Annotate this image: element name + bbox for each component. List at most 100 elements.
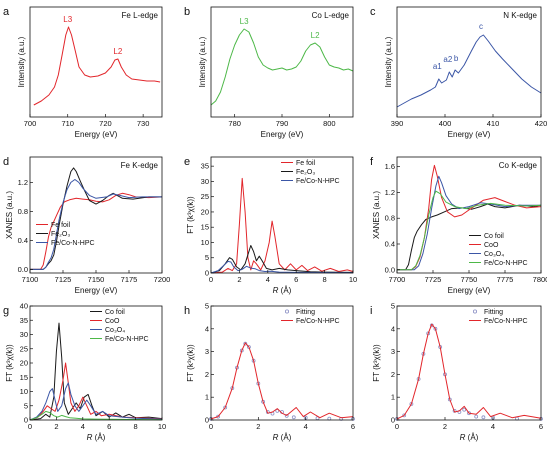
y-tick-label-i-5: 5 bbox=[391, 302, 395, 311]
x-tick-label-i-2: 4 bbox=[491, 422, 495, 431]
y-tick-label-g-3: 15 bbox=[20, 373, 28, 382]
y-tick-label-e-4: 20 bbox=[201, 207, 209, 216]
panel-letter-a: a bbox=[3, 6, 10, 18]
legend-entry-f-2: Co₃O₄ bbox=[484, 251, 504, 258]
legend-entry-e-2: Fe/Co-N-HPC bbox=[296, 178, 340, 185]
legend-entry-f-0: Co foil bbox=[484, 233, 504, 240]
y-tick-label-g-1: 5 bbox=[24, 401, 28, 410]
y-tick-label-e-3: 15 bbox=[201, 223, 209, 232]
series-i-0 bbox=[395, 323, 543, 421]
y-tick-label-g-6: 30 bbox=[20, 330, 28, 339]
series-line-e-0 bbox=[210, 177, 354, 274]
x-tick-label-e-1: 2 bbox=[237, 275, 241, 284]
x-tick-label-c-1: 400 bbox=[439, 119, 452, 128]
series-line-e-1 bbox=[210, 245, 354, 274]
series-line-d-2 bbox=[30, 179, 162, 270]
x-tick-label-e-0: 0 bbox=[209, 275, 213, 284]
x-tick-label-g-4: 8 bbox=[134, 422, 138, 431]
series-line-g-2 bbox=[29, 382, 163, 421]
y-tick-label-i-3: 3 bbox=[391, 347, 395, 356]
legend-e: Fe foil Fe₂O₃ Fe/Co-N-HPC bbox=[281, 160, 340, 185]
y-tick-label-h-2: 2 bbox=[205, 370, 209, 379]
y-tick-label-e-1: 5 bbox=[205, 253, 209, 262]
y-axis-label-c: Intensity (a.u.) bbox=[384, 36, 393, 87]
x-tick-label-h-3: 6 bbox=[351, 422, 355, 431]
y-tick-label-i-1: 1 bbox=[391, 393, 395, 402]
series-line-i-1 bbox=[396, 323, 542, 420]
legend-d: Fe foil Fe₂O₃ Fe/Co-N-HPC bbox=[36, 222, 95, 247]
x-tick-label-i-3: 6 bbox=[539, 422, 543, 431]
legend-swatch-i-0 bbox=[472, 309, 477, 314]
legend-entry-d-2: Fe/Co-N-HPC bbox=[51, 240, 95, 247]
x-tick-label-h-2: 4 bbox=[304, 422, 308, 431]
panel-letter-g: g bbox=[3, 305, 9, 317]
y-tick-label-h-4: 4 bbox=[205, 324, 209, 333]
x-tick-label-f-1: 7725 bbox=[425, 275, 442, 284]
x-tick-label-e-2: 4 bbox=[266, 275, 270, 284]
panel-h: 0 2 4 6 0 1 2 3 4 5 R (Å) FT (k³χ(k)) h Fitting Fe/Co-… bbox=[184, 302, 355, 443]
legend-i: Fitting Fe/Co-N-HPC bbox=[469, 309, 528, 325]
panel-title-c: N K-edge bbox=[503, 11, 537, 20]
annotation-a-0: L3 bbox=[63, 15, 72, 24]
x-tick-label-i-0: 0 bbox=[395, 422, 399, 431]
x-tick-label-d-2: 7150 bbox=[88, 275, 105, 284]
x-tick-label-d-1: 7125 bbox=[55, 275, 72, 284]
axes-frame-d bbox=[29, 156, 163, 274]
y-tick-label-g-4: 20 bbox=[20, 359, 28, 368]
series-h-0 bbox=[209, 341, 355, 421]
x-tick-label-g-0: 0 bbox=[28, 422, 32, 431]
legend-entry-g-0: Co foil bbox=[105, 309, 125, 316]
series-line-h-1 bbox=[210, 342, 354, 420]
y-tick-label-d-1: 0.4 bbox=[18, 236, 28, 245]
x-tick-label-f-3: 7775 bbox=[497, 275, 514, 284]
y-tick-label-f-0: 0.0 bbox=[385, 265, 395, 274]
x-tick-label-a-0: 700 bbox=[24, 119, 37, 128]
y-tick-label-g-7: 35 bbox=[20, 316, 28, 325]
series-line-f-2 bbox=[397, 175, 541, 271]
axes-frame-f bbox=[396, 156, 542, 274]
y-tick-label-g-2: 10 bbox=[20, 387, 28, 396]
series-line-e-2 bbox=[210, 260, 354, 274]
x-tick-label-d-3: 7175 bbox=[121, 275, 138, 284]
point-h-0-2 bbox=[223, 405, 228, 410]
point-h-0-15 bbox=[284, 413, 289, 418]
x-tick-label-g-3: 6 bbox=[107, 422, 111, 431]
x-tick-label-g-2: 4 bbox=[81, 422, 85, 431]
panel-d: 7100 7125 7150 7175 7200 0.0 0.4 0.8 1.2 Energy (… bbox=[3, 156, 170, 295]
y-axis-label-d: XANES (a.u.) bbox=[5, 191, 14, 239]
panel-letter-i: i bbox=[370, 305, 372, 317]
point-h-0-16 bbox=[291, 415, 296, 420]
y-tick-label-e-2: 10 bbox=[201, 238, 209, 247]
x-tick-label-a-3: 730 bbox=[137, 119, 150, 128]
y-axis-label-b: Intensity (a.u.) bbox=[198, 36, 207, 87]
series-line-a-0 bbox=[33, 26, 161, 106]
y-tick-label-e-5: 25 bbox=[201, 192, 209, 201]
y-tick-label-d-3: 1.2 bbox=[18, 178, 28, 187]
point-i-0-15 bbox=[474, 414, 479, 419]
legend-entry-g-3: Fe/Co-N-HPC bbox=[105, 336, 149, 343]
x-axis-label-e: R (Å) bbox=[273, 286, 292, 295]
point-i-0-1 bbox=[402, 413, 407, 418]
x-tick-label-d-0: 7100 bbox=[22, 275, 39, 284]
x-tick-label-b-0: 780 bbox=[228, 119, 241, 128]
legend-entry-h-1: Fe/Co-N-HPC bbox=[296, 318, 340, 325]
x-tick-label-h-0: 0 bbox=[209, 422, 213, 431]
y-tick-label-h-0: 0 bbox=[205, 416, 209, 425]
y-axis-label-i: FT (k³χ(k)) bbox=[372, 344, 381, 382]
axes-frame-a bbox=[29, 6, 163, 118]
x-tick-label-f-2: 7750 bbox=[461, 275, 478, 284]
legend-entry-e-1: Fe₂O₃ bbox=[296, 169, 315, 176]
y-axis-label-f: XANES (a.u.) bbox=[372, 191, 381, 239]
x-tick-label-b-1: 790 bbox=[276, 119, 289, 128]
x-axis-label-a: Energy (eV) bbox=[75, 130, 118, 139]
panel-c: 390 400 410 420 Energy (eV) Intensity (a.u.) c… bbox=[370, 6, 547, 139]
panel-letter-c: c bbox=[370, 6, 376, 18]
legend-entry-i-0: Fitting bbox=[484, 309, 503, 316]
x-tick-label-c-3: 420 bbox=[535, 119, 547, 128]
y-tick-label-i-4: 4 bbox=[391, 324, 395, 333]
y-axis-label-e: FT (k³χ(k)) bbox=[186, 196, 195, 234]
annotation-b-0: L3 bbox=[240, 17, 249, 26]
